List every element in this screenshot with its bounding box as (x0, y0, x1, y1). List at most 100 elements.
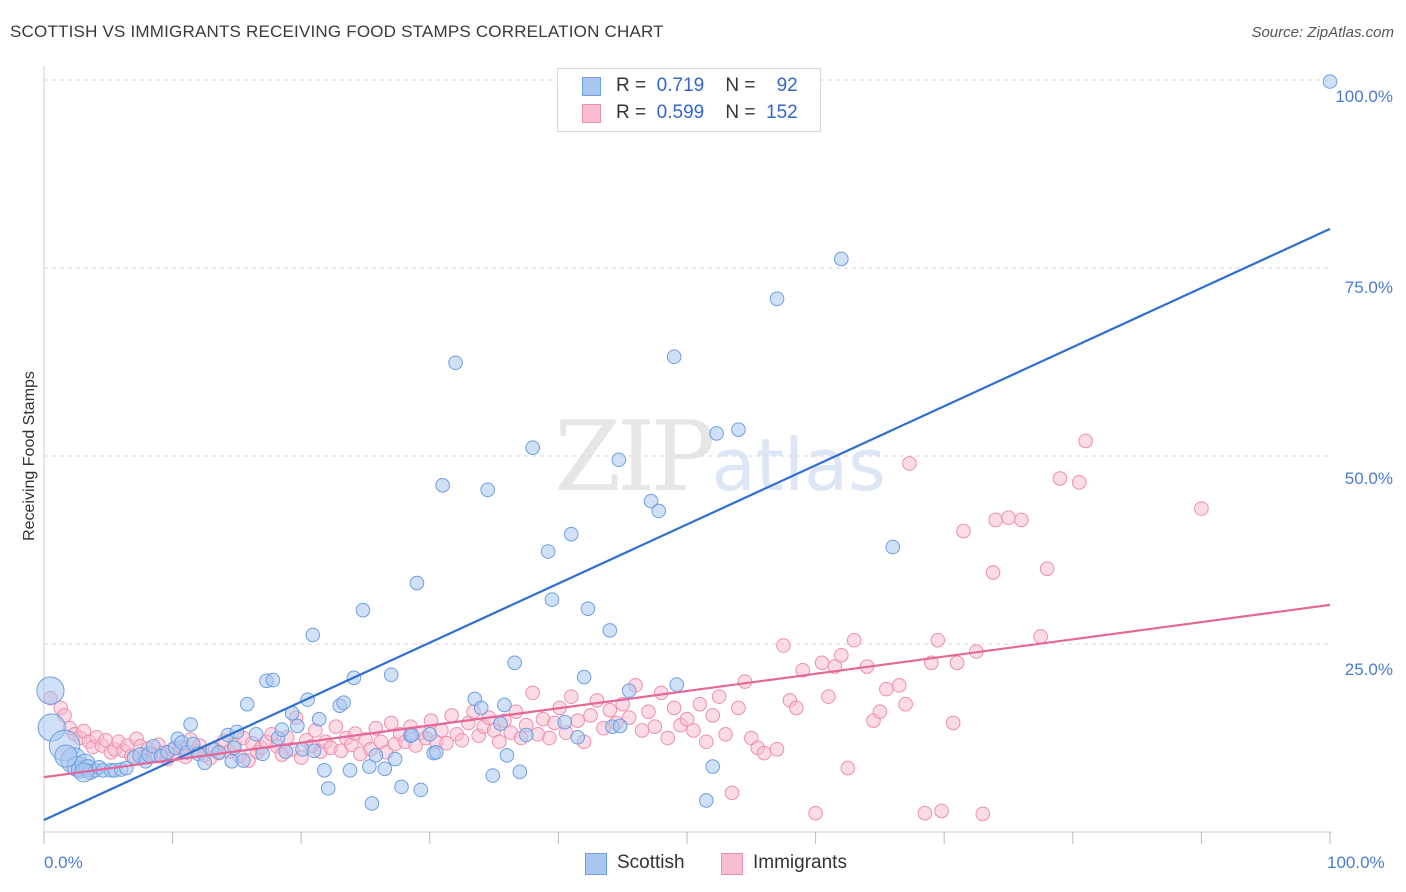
immigrants-point (891, 678, 907, 693)
scottish-point (306, 743, 322, 759)
immigrants-point (1071, 475, 1087, 490)
immigrants-point (879, 681, 894, 697)
immigrants-point (666, 700, 682, 716)
r-label: R = (616, 102, 647, 123)
scottish-point (705, 759, 721, 774)
immigrants-point (956, 523, 971, 539)
scottish-point (404, 727, 420, 743)
immigrants-point (988, 512, 1003, 528)
immigrants-point (789, 700, 804, 716)
immigrants-point (634, 723, 650, 738)
scottish-point (885, 539, 901, 555)
immigrants-point (1078, 433, 1093, 449)
scottish-point (580, 601, 596, 616)
immigrants-point (647, 719, 663, 735)
scottish-point (611, 452, 627, 468)
immigrants-point (705, 708, 721, 723)
scottish-trend-line (43, 227, 1331, 821)
immigrants-point (902, 456, 917, 471)
immigrants-point (821, 689, 836, 704)
scottish-point (544, 592, 560, 607)
scottish-point (473, 700, 489, 716)
x-tick-label: 0.0% (44, 853, 83, 872)
immigrants-point (769, 741, 785, 757)
immigrants-point (383, 715, 399, 731)
immigrants-point (679, 711, 695, 727)
scottish-point (336, 695, 351, 710)
legend-label: Immigrants (753, 852, 847, 873)
immigrants-point (917, 805, 933, 821)
immigrants-point (439, 735, 454, 751)
scottish-point (1322, 74, 1338, 89)
immigrants-point (491, 734, 507, 750)
immigrants-point (985, 565, 1001, 580)
scottish-point (278, 744, 294, 759)
immigrants-point (602, 702, 618, 718)
scottish-point (428, 744, 444, 760)
immigrants-point (563, 689, 579, 704)
scottish-point (265, 672, 281, 688)
y-tick-label: 100.0% (1335, 87, 1393, 106)
scottish-point (834, 251, 849, 267)
legend-item-scottish[interactable]: Scottish (585, 850, 705, 876)
scottish-point (612, 718, 628, 734)
n-value: 152 (766, 102, 798, 123)
immigrants-point (1194, 501, 1209, 516)
immigrants-point (949, 655, 965, 671)
immigrants-point (525, 685, 540, 701)
n-label: N = (725, 75, 756, 96)
immigrants-swatch (582, 104, 601, 123)
immigrants-point (718, 726, 733, 742)
immigrants-point (840, 760, 856, 776)
immigrants-point (711, 689, 727, 704)
immigrants-point (930, 632, 946, 648)
scottish-point (274, 722, 290, 738)
scottish-point (317, 763, 332, 778)
scottish-point (602, 623, 618, 638)
immigrants-point (698, 734, 714, 750)
scottish-point (290, 718, 305, 734)
immigrants-point (454, 732, 470, 748)
scottish-point (394, 779, 409, 795)
watermark: ZIPatlas (554, 401, 885, 513)
immigrants-point (692, 696, 708, 712)
immigrants-point (846, 632, 862, 648)
source-label: Source: ZipAtlas.com (1251, 24, 1394, 41)
scottish-point (364, 796, 380, 811)
immigrants-point (1033, 629, 1048, 644)
immigrants-point (814, 655, 830, 671)
scottish-point (493, 716, 508, 732)
immigrants-point (1001, 510, 1016, 525)
chart-title: SCOTTISH VS IMMIGRANTS RECEIVING FOOD ST… (10, 22, 664, 41)
scottish-point (305, 627, 321, 643)
x-tick-label: 100.0% (1327, 853, 1385, 872)
scottish-point (669, 677, 685, 692)
scottish-point (239, 696, 255, 712)
scottish-point (499, 747, 515, 763)
immigrants-point (731, 700, 746, 716)
scottish-point (377, 761, 393, 777)
immigrants-swatch (721, 853, 743, 875)
r-value: 0.719 (656, 75, 705, 96)
scottish-point (355, 602, 371, 618)
immigrants-point (808, 805, 823, 821)
legend-label: Scottish (617, 852, 685, 873)
y-tick-label: 50.0% (1344, 469, 1393, 488)
scottish-point (518, 727, 534, 743)
scottish-point (413, 782, 429, 798)
scottish-point (387, 751, 403, 767)
immigrants-point (756, 745, 772, 761)
scottish-point (448, 355, 463, 371)
scottish-point (563, 526, 579, 542)
scottish-point (570, 729, 585, 745)
immigrants-point (834, 647, 849, 663)
scottish-point (236, 753, 251, 768)
immigrants-point (686, 723, 701, 738)
immigrants-point (542, 730, 557, 746)
y-axis-label: Receiving Food Stamps (21, 371, 38, 541)
immigrants-point (444, 708, 459, 723)
scottish-point (769, 291, 785, 307)
legend-item-immigrants[interactable]: Immigrants (721, 850, 871, 876)
immigrants-point (570, 713, 585, 729)
scottish-point (709, 426, 724, 441)
